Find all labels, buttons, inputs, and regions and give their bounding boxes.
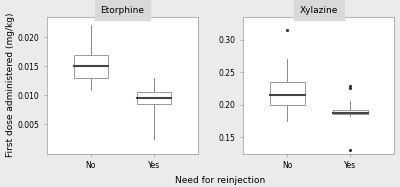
Bar xyxy=(136,92,171,104)
Bar xyxy=(333,110,368,114)
Bar xyxy=(74,55,108,78)
Bar xyxy=(270,82,305,105)
Text: Need for reinjection: Need for reinjection xyxy=(175,176,265,185)
Title: Etorphine: Etorphine xyxy=(100,6,144,15)
Y-axis label: First dose administered (mg/kg): First dose administered (mg/kg) xyxy=(6,13,14,157)
Title: Xylazine: Xylazine xyxy=(300,6,338,15)
